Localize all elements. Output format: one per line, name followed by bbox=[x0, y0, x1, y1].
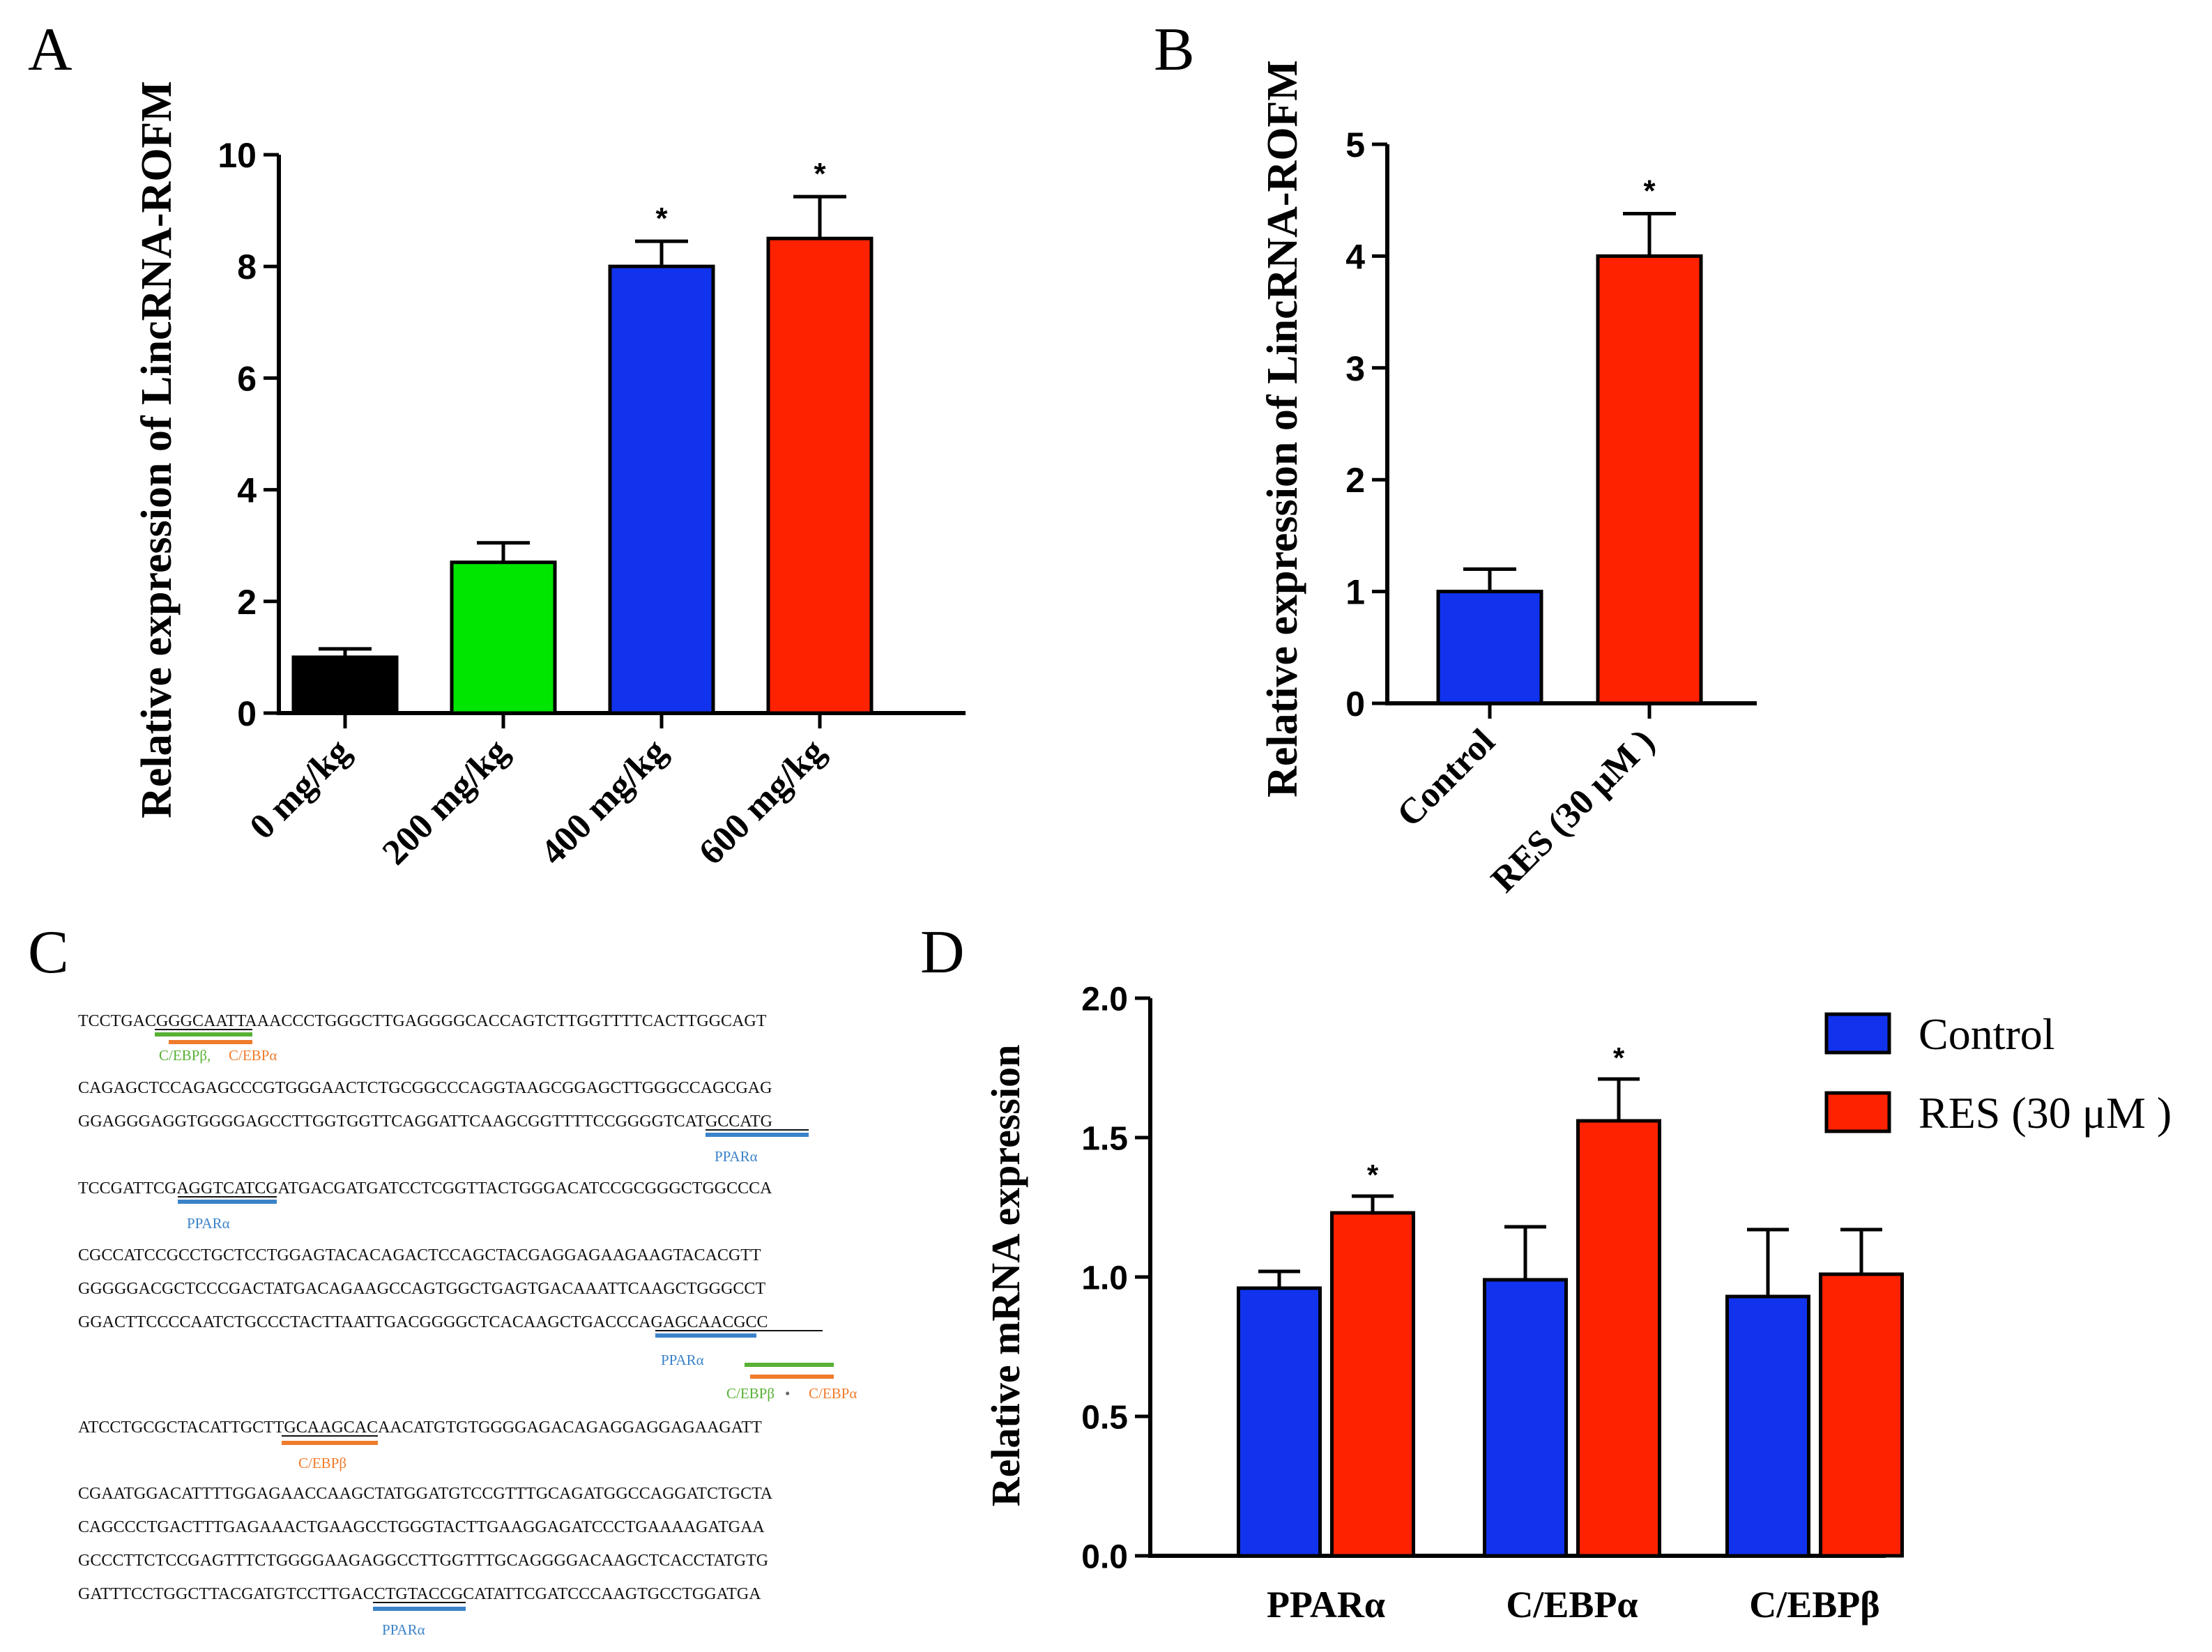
legend-swatch-control bbox=[1824, 1012, 1891, 1055]
chart-b-y-tick-label: 0 bbox=[1345, 684, 1365, 724]
chart-b-y-tick-label: 3 bbox=[1345, 349, 1365, 388]
chart-b-y-tick-label: 4 bbox=[1345, 237, 1365, 276]
chart-a-bar bbox=[766, 236, 874, 715]
chart-a-bar bbox=[608, 264, 715, 715]
chart-b-x-tick-label: Control bbox=[1389, 721, 1502, 834]
panel-letter-d: D bbox=[920, 919, 965, 986]
chart-a-y-tick-label: 4 bbox=[237, 471, 257, 510]
chart-d-x-tick-label: C/EBPα bbox=[1506, 1584, 1638, 1626]
site-label-separator: • bbox=[785, 1385, 790, 1402]
legend-label-res: RES (30 μM ) bbox=[1919, 1088, 2172, 1138]
site-label-cebpa: C/EBPα bbox=[229, 1047, 277, 1064]
site-label-ppar: PPARα bbox=[715, 1148, 758, 1165]
site-label-cebpb: C/EBPβ bbox=[298, 1455, 346, 1471]
chart-d-bar bbox=[1330, 1211, 1415, 1558]
chart-b-y-tick-label: 2 bbox=[1345, 461, 1365, 500]
chart-d: Relative mRNA expression Control RES (30… bbox=[983, 981, 2172, 1626]
binding-site-cebp: C/EBPβ bbox=[282, 1435, 378, 1471]
site-label-ppar: PPARα bbox=[382, 1621, 425, 1638]
chart-a-x-tick-label: 600 mg/kg bbox=[692, 731, 833, 873]
sequence-line: CAGCCCTGACTTTGAGAAACTGAAGCCTGGGTACTTGAAG… bbox=[78, 1518, 765, 1536]
chart-b-bar bbox=[1436, 590, 1543, 705]
site-label-ppar: PPARα bbox=[661, 1352, 704, 1368]
chart-d-bar bbox=[1237, 1286, 1322, 1558]
chart-b-bar bbox=[1596, 254, 1703, 705]
site-label-cebpa: C/EBPα bbox=[809, 1385, 857, 1402]
sequence-line: GCCCTTCTCCGAGTTTCTGGGGAAGAGGCCTTGGTTTGCA… bbox=[78, 1552, 768, 1570]
legend-swatch-res bbox=[1824, 1091, 1891, 1133]
chart-b-y-tick-label: 5 bbox=[1345, 125, 1365, 165]
chart-b-significance: * bbox=[1643, 174, 1656, 208]
chart-b-y-tick-label: 1 bbox=[1345, 573, 1365, 612]
chart-d-y-tick-label: 1.5 bbox=[1081, 1120, 1128, 1157]
chart-a-significance: * bbox=[814, 157, 826, 191]
chart-d-y-tick-label: 2.0 bbox=[1081, 981, 1128, 1018]
sequence-line: TCCTGACGGGCAATTAAACCCTGGGCTTGAGGGGCACCAG… bbox=[78, 1012, 767, 1030]
sequence-line: CAGAGCTCCAGAGCCCGTGGGAACTCTGCGGCCCAGGTAA… bbox=[78, 1079, 772, 1097]
chart-b-ylabel: Relative expression of LincRNA-ROFM bbox=[1259, 60, 1306, 797]
chart-b-x-tick-label: RES (30 μM ) bbox=[1483, 721, 1662, 900]
sequence-line: CGAATGGACATTTTGGAGAACCAAGCTATGGATGTCCGTT… bbox=[78, 1485, 773, 1503]
chart-a-bar bbox=[291, 655, 399, 715]
site-label-ppar: PPARα bbox=[187, 1215, 230, 1232]
chart-d-significance: * bbox=[1613, 1041, 1625, 1074]
chart-a-ylabel: Relative expression of LincRNA-ROFM bbox=[133, 81, 181, 818]
chart-a-x-tick-label: 200 mg/kg bbox=[375, 731, 517, 873]
chart-d-ylabel: Relative mRNA expression bbox=[983, 1045, 1028, 1507]
chart-d-legend: Control RES (30 μM ) bbox=[1824, 1009, 2172, 1138]
chart-d-y-tick-label: 0.0 bbox=[1081, 1538, 1128, 1575]
chart-a-x-tick-label: 400 mg/kg bbox=[533, 731, 675, 873]
site-label-cebpb: C/EBPβ bbox=[726, 1385, 775, 1402]
chart-a-y-tick-label: 0 bbox=[237, 694, 257, 733]
chart-d-significance: * bbox=[1367, 1158, 1379, 1191]
binding-site-cebp: C/EBPβ, C/EBPα bbox=[155, 1029, 277, 1064]
site-label-cebpb: C/EBPβ, bbox=[159, 1047, 211, 1064]
chart-d-x-tick-label: PPARα bbox=[1267, 1584, 1385, 1626]
chart-b: Relative expression of LincRNA-ROFM 0 1 2 3… bbox=[1259, 60, 1757, 900]
chart-a-y-tick-label: 10 bbox=[218, 136, 257, 175]
binding-site-ppar: PPARα bbox=[178, 1196, 277, 1232]
sequence-line: GGGGGACGCTCCCGACTATGACAGAAGCCAGTGGCTGAGT… bbox=[78, 1280, 765, 1298]
sequence-line: GGACTTCCCCAATCTGCCCTACTTAATTGACGGGGCTCAC… bbox=[78, 1313, 768, 1331]
chart-a-y-tick-label: 6 bbox=[237, 359, 257, 398]
binding-site-ppar: PPARα bbox=[373, 1602, 466, 1638]
chart-d-bar bbox=[1819, 1272, 1904, 1558]
chart-d-y-tick-label: 1.0 bbox=[1081, 1260, 1128, 1297]
panel-letter-a: A bbox=[28, 16, 73, 84]
chart-d-x-tick-label: C/EBPβ bbox=[1749, 1584, 1879, 1626]
sequence-line: GATTTCCTGGCTTACGATGTCCTTGACCTGTACCGCATAT… bbox=[78, 1585, 761, 1603]
chart-d-y-tick-label: 0.5 bbox=[1081, 1399, 1128, 1436]
binding-site-ppar: PPARα bbox=[705, 1129, 809, 1165]
sequence-line: ATCCTGCGCTACATTGCTTGCAAGCACAACATGTGTGGGG… bbox=[78, 1418, 762, 1437]
chart-d-bar bbox=[1483, 1278, 1568, 1558]
chart-d-bar bbox=[1576, 1119, 1661, 1558]
chart-d-bar bbox=[1725, 1294, 1810, 1558]
chart-a: Relative expression of LincRNA-ROFM 0 2 4 6… bbox=[133, 81, 966, 873]
sequence-panel: TCCTGACGGGCAATTAAACCCTGGGCTTGAGGGGCACCAG… bbox=[78, 1012, 857, 1638]
sequence-line: CGCCATCCGCCTGCTCCTGGAGTACACAGACTCCAGCTAC… bbox=[78, 1246, 761, 1264]
chart-a-y-tick-label: 8 bbox=[237, 247, 257, 286]
binding-site-cebp: C/EBPβ • C/EBPα bbox=[726, 1363, 857, 1402]
sequence-line: TCCGATTCGAGGTCATCGATGACGATGATCCTCGGTTACT… bbox=[78, 1179, 772, 1198]
chart-a-significance: * bbox=[655, 201, 668, 236]
chart-a-y-tick-label: 2 bbox=[237, 583, 257, 622]
legend-label-control: Control bbox=[1919, 1009, 2055, 1059]
chart-a-x-tick-label: 0 mg/kg bbox=[243, 731, 358, 847]
sequence-line: GGAGGGAGGTGGGGAGCCTTGGTGGTTCAGGATTCAAGCG… bbox=[78, 1112, 772, 1131]
chart-a-bar bbox=[450, 560, 557, 715]
binding-site-ppar: PPARα bbox=[655, 1330, 823, 1368]
panel-letter-b: B bbox=[1154, 16, 1195, 84]
panel-letter-c: C bbox=[28, 919, 69, 986]
